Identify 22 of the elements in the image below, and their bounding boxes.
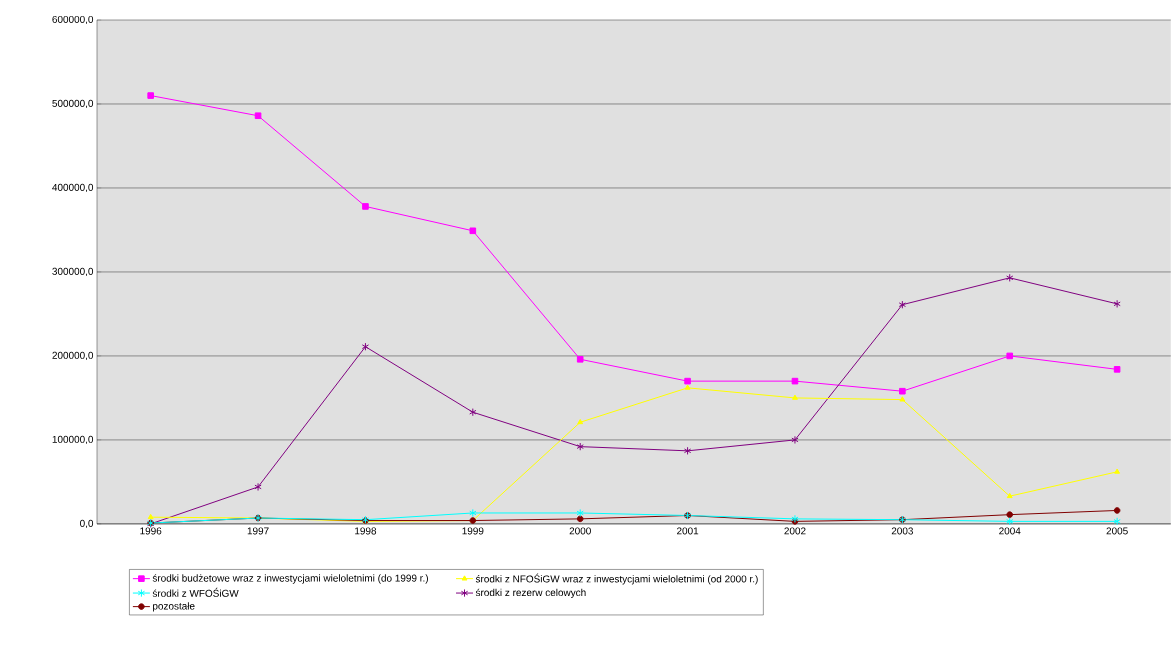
x-tick-label: 1997 — [247, 527, 269, 535]
legend-label: środki z NFOŚiGW wraz z inwestycjami wieloletnimi (od 2000 r.) — [475, 573, 758, 585]
x-tick-label: 2002 — [784, 527, 806, 535]
x-tick-label: 2001 — [677, 527, 699, 535]
x-tick-label: 1999 — [462, 527, 484, 535]
y-tick-label: 200000,0 — [52, 351, 94, 361]
y-tick-label: 300000,0 — [52, 267, 94, 277]
x-tick-label: 2000 — [569, 527, 591, 535]
x-tick-label: 2005 — [1106, 527, 1128, 535]
x-tick-label: 1996 — [140, 527, 162, 535]
y-tick-label: 0,0 — [80, 519, 94, 529]
y-tick-label: 500000,0 — [52, 99, 94, 109]
x-tick-label: 2003 — [891, 527, 913, 535]
x-tick-label: 1998 — [355, 527, 377, 535]
legend-label: pozostałe — [153, 602, 195, 612]
y-tick-label: 400000,0 — [52, 183, 94, 193]
x-tick-label: 2004 — [999, 527, 1021, 535]
legend-label: środki budżetowe wraz z inwestycjami wieloletnimi (do 1999 r.) — [152, 574, 428, 584]
legend-label: środki z WFOŚiGW — [152, 587, 239, 597]
y-tick-label: 600000,0 — [52, 15, 94, 25]
legend-label: środki z rezerw celowych — [475, 588, 586, 599]
y-tick-label: 100000,0 — [52, 435, 94, 445]
